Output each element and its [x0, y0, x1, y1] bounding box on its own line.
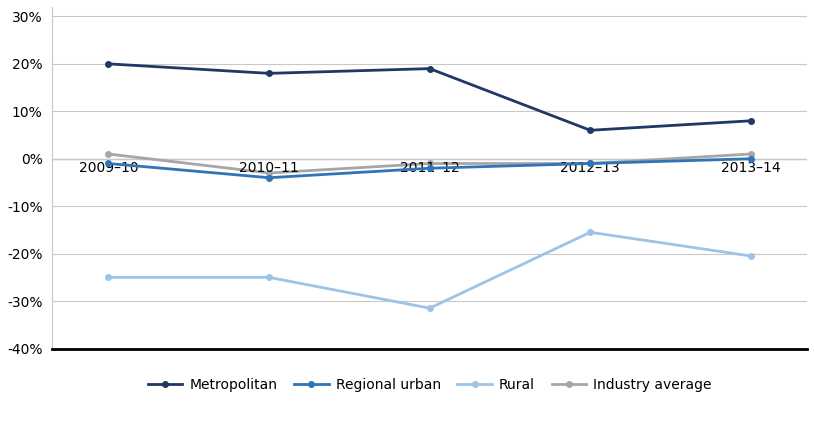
Rural — [585, 230, 595, 235]
Rural — [265, 275, 274, 280]
Regional urban — [265, 175, 274, 180]
Text: 2009–10: 2009–10 — [79, 161, 138, 175]
Metropolitan — [425, 66, 435, 71]
Industry average — [103, 151, 113, 156]
Regional urban — [103, 161, 113, 166]
Line: Regional urban: Regional urban — [106, 156, 754, 181]
Industry average — [425, 161, 435, 166]
Rural — [746, 253, 755, 258]
Text: 2012–13: 2012–13 — [561, 161, 620, 175]
Metropolitan — [746, 118, 755, 123]
Rural — [103, 275, 113, 280]
Legend: Metropolitan, Regional urban, Rural, Industry average: Metropolitan, Regional urban, Rural, Ind… — [142, 373, 717, 398]
Text: 2013–14: 2013–14 — [721, 161, 781, 175]
Line: Rural: Rural — [106, 230, 754, 311]
Line: Industry average: Industry average — [106, 151, 754, 176]
Regional urban — [585, 161, 595, 166]
Metropolitan — [265, 71, 274, 76]
Line: Metropolitan: Metropolitan — [106, 61, 754, 133]
Metropolitan — [585, 128, 595, 133]
Rural — [425, 306, 435, 311]
Industry average — [746, 151, 755, 156]
Regional urban — [746, 156, 755, 162]
Metropolitan — [103, 61, 113, 66]
Industry average — [585, 161, 595, 166]
Text: 2011–12: 2011–12 — [400, 161, 460, 175]
Text: 2010–11: 2010–11 — [239, 161, 299, 175]
Regional urban — [425, 166, 435, 171]
Industry average — [265, 170, 274, 176]
